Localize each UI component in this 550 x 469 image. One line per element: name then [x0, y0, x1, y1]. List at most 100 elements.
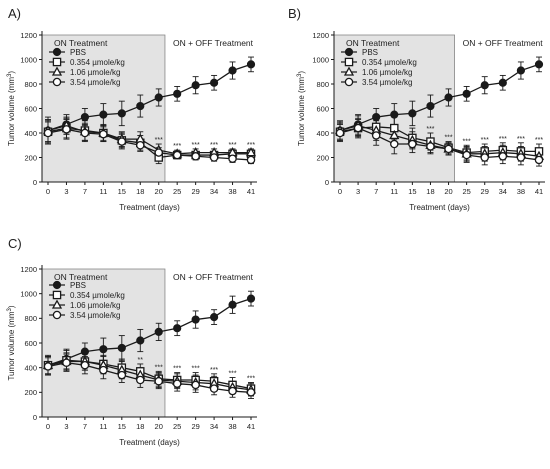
significance-label: ***	[247, 375, 255, 382]
legend-marker	[51, 299, 63, 309]
x-tick-label: 29	[191, 422, 199, 431]
data-point	[498, 78, 507, 87]
y-tick-label: 400	[24, 129, 37, 138]
data-point	[173, 89, 182, 98]
data-point	[43, 128, 53, 138]
data-point	[43, 362, 53, 371]
y-tick-label: 800	[24, 80, 37, 89]
data-point	[99, 129, 108, 139]
y-tick-label: 200	[24, 388, 37, 397]
legend-label: 3.54 µmole/kg	[70, 311, 120, 320]
data-point	[154, 93, 163, 102]
data-point	[80, 360, 90, 370]
data-point	[353, 123, 363, 133]
off-treatment-label: ON + OFF Treatment	[463, 38, 544, 48]
data-point	[154, 148, 163, 157]
data-point	[480, 81, 489, 90]
legend-label: PBS	[70, 281, 86, 290]
data-point	[80, 128, 90, 138]
x-tick-label: 25	[462, 187, 470, 196]
data-point	[209, 313, 219, 322]
data-point	[390, 139, 399, 149]
legend-marker	[52, 280, 62, 290]
data-point	[426, 142, 435, 151]
x-tick-label: 7	[83, 422, 87, 431]
legend-marker	[343, 66, 355, 76]
significance-label: ***	[535, 137, 543, 144]
y-tick-label: 200	[316, 153, 329, 162]
legend-label: 3.54 µmole/kg	[70, 78, 120, 87]
legend-marker	[344, 47, 354, 57]
x-tick-label: 29	[191, 187, 199, 196]
y-tick-label: 400	[316, 129, 329, 138]
series-markers-4	[43, 358, 256, 397]
data-point	[228, 66, 237, 75]
series-markers-4	[335, 123, 544, 165]
x-tick-label: 0	[46, 187, 50, 196]
legend-marker	[52, 57, 62, 67]
data-point	[246, 155, 256, 165]
data-point	[534, 60, 544, 69]
on-treatment-label: ON Treatment	[54, 38, 108, 48]
off-treatment-label: ON + OFF Treatment	[173, 38, 254, 48]
data-point	[172, 150, 182, 160]
y-tick-label: 400	[24, 363, 37, 372]
y-tick-label: 0	[33, 413, 37, 422]
x-tick-label: 25	[173, 422, 181, 431]
legend-label: PBS	[362, 48, 378, 57]
data-point	[62, 358, 71, 367]
x-tick-label: 41	[535, 187, 543, 196]
x-tick-label: 20	[155, 187, 163, 196]
significance-label: ***	[210, 142, 218, 149]
y-tick-label: 1200	[20, 31, 37, 40]
data-point	[191, 81, 200, 90]
y-tick-label: 1000	[312, 55, 329, 64]
y-tick-label: 200	[24, 153, 37, 162]
data-point	[498, 152, 508, 161]
data-point	[444, 144, 453, 154]
data-point	[209, 78, 219, 87]
x-tick-label: 34	[499, 187, 507, 196]
significance-label: ***	[228, 371, 236, 378]
y-tick-label: 1000	[20, 55, 37, 64]
data-point	[245, 147, 257, 157]
y-axis-title: Tumor volume (mm3)	[297, 71, 306, 146]
x-tick-label: 41	[247, 187, 255, 196]
x-tick-label: 20	[444, 187, 452, 196]
y-tick-label: 1200	[312, 31, 329, 40]
x-tick-label: 41	[247, 422, 255, 431]
legend-marker	[344, 57, 354, 67]
panel-label: B)	[288, 6, 301, 21]
data-point	[191, 315, 200, 324]
legend-marker	[52, 310, 62, 320]
chart-panel-2: B)ON Treatment ON + OFF Treatment02004006…	[288, 6, 545, 212]
x-axis-title: Treatment (days)	[119, 203, 180, 212]
on-treatment-label: ON Treatment	[346, 38, 400, 48]
legend-label: 1.06 µmole/kg	[70, 301, 120, 310]
data-point	[154, 327, 163, 336]
x-tick-label: 38	[228, 187, 236, 196]
data-point	[80, 112, 90, 122]
significance-label: ***	[155, 364, 163, 371]
significance-label: **	[138, 357, 144, 364]
legend-marker	[52, 47, 62, 57]
significance-label: ***	[426, 126, 434, 133]
legend-label: 0.354 µmole/kg	[70, 58, 125, 67]
legend-label: 0.354 µmole/kg	[70, 291, 125, 300]
y-axis-title: Tumor volume (mm3)	[7, 71, 16, 146]
x-tick-label: 15	[118, 187, 126, 196]
legend-label: 0.354 µmole/kg	[362, 58, 417, 67]
x-tick-label: 3	[64, 187, 68, 196]
legend-label: PBS	[70, 48, 86, 57]
data-point	[371, 131, 381, 140]
significance-label: ***	[173, 366, 181, 373]
legend-label: 1.06 µmole/kg	[362, 68, 412, 77]
legend-marker	[51, 66, 63, 76]
data-point	[191, 380, 200, 390]
significance-label: ***	[155, 137, 163, 144]
data-point	[408, 109, 417, 118]
x-tick-label: 3	[356, 187, 360, 196]
data-point	[372, 112, 381, 122]
significance-label: ***	[173, 143, 181, 150]
